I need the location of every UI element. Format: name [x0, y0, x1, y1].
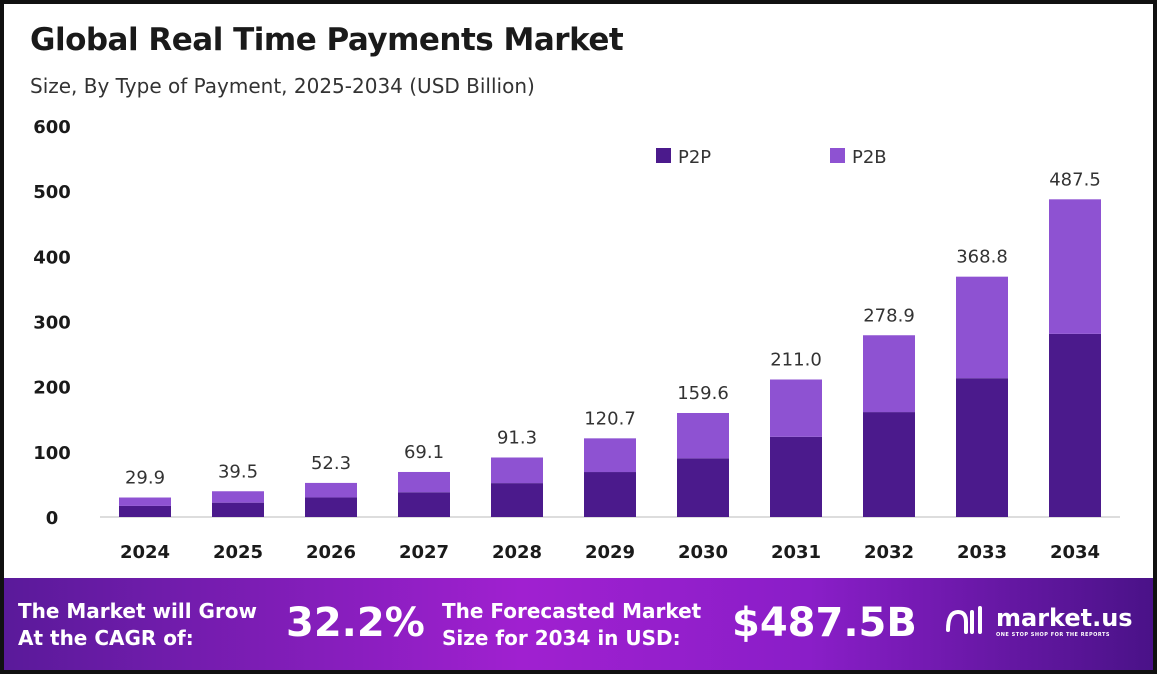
forecast-label-line1: The Forecasted Market [442, 599, 702, 623]
cagr-label-line2: At the CAGR of: [18, 626, 194, 650]
bar-p2p-2032 [863, 412, 915, 517]
chart-title: Global Real Time Payments Market [30, 22, 624, 58]
x-tick-label: 2025 [213, 542, 263, 563]
bar-p2p-2027 [398, 492, 450, 517]
cagr-label-line1: The Market will Grow [18, 599, 258, 623]
total-label: 91.3 [497, 428, 537, 449]
x-tick-label: 2032 [864, 542, 914, 563]
total-label: 120.7 [584, 408, 636, 429]
bar-p2p-2029 [584, 472, 636, 517]
legend-swatch-p2b [830, 148, 845, 163]
total-label: 69.1 [404, 442, 444, 463]
x-tick-label: 2026 [306, 542, 356, 563]
bar-p2b-2034 [1049, 199, 1101, 334]
logo-text: market.us [996, 604, 1133, 632]
bar-p2b-2024 [119, 497, 171, 506]
bar-p2p-2031 [770, 436, 822, 517]
total-label: 278.9 [863, 305, 915, 326]
x-tick-label: 2024 [120, 542, 170, 563]
total-label: 29.9 [125, 468, 165, 489]
total-label: 487.5 [1049, 169, 1101, 190]
x-tick-label: 2031 [771, 542, 821, 563]
footer-banner: The Market will Grow At the CAGR of: 32.2… [4, 578, 1153, 670]
bar-p2p-2024 [119, 505, 171, 517]
chart-frame: Global Real Time Payments Market Size, B… [4, 4, 1153, 670]
market-us-logo: market.us ONE STOP SHOP FOR THE REPORTS [944, 604, 1133, 638]
total-label: 52.3 [311, 453, 351, 474]
logo-tagline: ONE STOP SHOP FOR THE REPORTS [996, 632, 1111, 638]
bar-p2b-2025 [212, 491, 264, 503]
bar-p2p-2026 [305, 497, 357, 517]
cagr-label: The Market will Grow At the CAGR of: [18, 598, 257, 652]
chart-subtitle: Size, By Type of Payment, 2025-2034 (USD… [30, 74, 535, 98]
total-label: 211.0 [770, 349, 822, 370]
y-tick-label: 300 [33, 313, 71, 334]
y-tick-label: 600 [33, 117, 71, 138]
total-label: 159.6 [677, 383, 729, 404]
x-tick-label: 2034 [1050, 542, 1100, 563]
logo-icon [946, 606, 982, 634]
legend-label: P2B [852, 147, 887, 168]
bar-p2p-2028 [491, 483, 543, 517]
y-tick-label: 0 [46, 508, 59, 529]
y-tick-label: 100 [33, 443, 71, 464]
bar-p2b-2029 [584, 438, 636, 473]
legend-swatch-p2p [656, 148, 671, 163]
forecast-label: The Forecasted Market Size for 2034 in US… [442, 598, 701, 652]
x-tick-label: 2029 [585, 542, 635, 563]
forecast-label-line2: Size for 2034 in USD: [442, 626, 681, 650]
x-tick-label: 2028 [492, 542, 542, 563]
cagr-value: 32.2% [286, 600, 425, 646]
legend-label: P2P [678, 147, 711, 168]
bar-p2b-2030 [677, 412, 729, 459]
bar-p2b-2033 [956, 276, 1008, 379]
y-tick-label: 200 [33, 378, 71, 399]
bar-p2b-2026 [305, 482, 357, 498]
bar-p2p-2033 [956, 378, 1008, 517]
y-tick-label: 500 [33, 182, 71, 203]
bar-chart: 0 100 200 300 400 500 600 29.9 2024 39.5 2025 52.3 2… [33, 117, 1120, 563]
x-tick-label: 2030 [678, 542, 728, 563]
bar-p2p-2030 [677, 458, 729, 517]
x-tick-label: 2027 [399, 542, 449, 563]
bar-p2p-2034 [1049, 333, 1101, 517]
bar-p2b-2032 [863, 335, 915, 413]
bar-p2b-2028 [491, 457, 543, 484]
total-label: 368.8 [956, 247, 1008, 268]
bar-p2b-2031 [770, 379, 822, 437]
total-label: 39.5 [218, 461, 258, 482]
bar-p2b-2027 [398, 471, 450, 493]
bar-p2p-2025 [212, 502, 264, 517]
y-tick-label: 400 [33, 247, 71, 268]
x-tick-label: 2033 [957, 542, 1007, 563]
forecast-value: $487.5B [732, 600, 917, 646]
